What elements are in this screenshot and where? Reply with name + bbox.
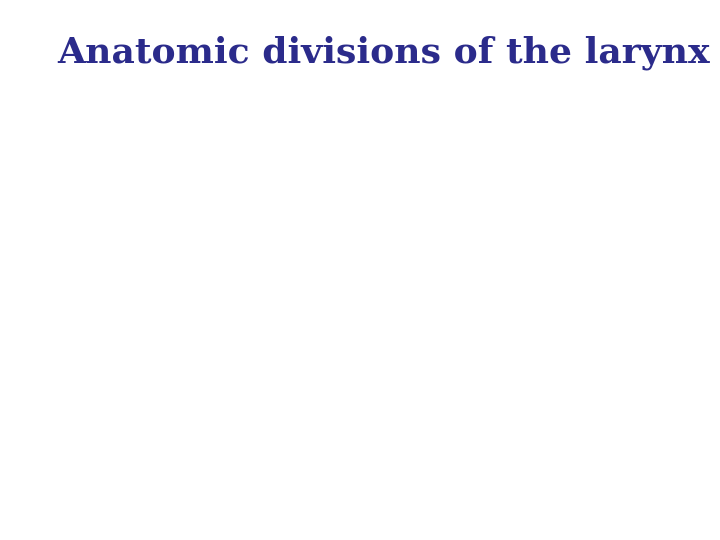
Text: Anatomic divisions of the larynx: Anatomic divisions of the larynx: [58, 35, 710, 70]
